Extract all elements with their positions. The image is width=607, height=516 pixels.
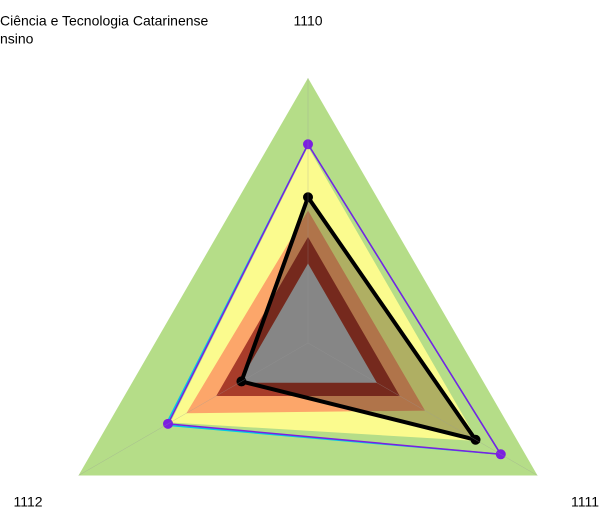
radar-line — [166, 142, 503, 456]
radar-area — [238, 192, 481, 443]
axis-line — [78, 342, 309, 476]
chart-title: Ciência e Tecnologia Catarinense — [0, 13, 209, 29]
axis-label: 1110 — [293, 13, 322, 29]
axis-label: 1112 — [13, 494, 42, 510]
chart-title: nsino — [0, 31, 34, 47]
axis-line — [307, 342, 538, 476]
axis-label: 1111 — [571, 494, 599, 510]
